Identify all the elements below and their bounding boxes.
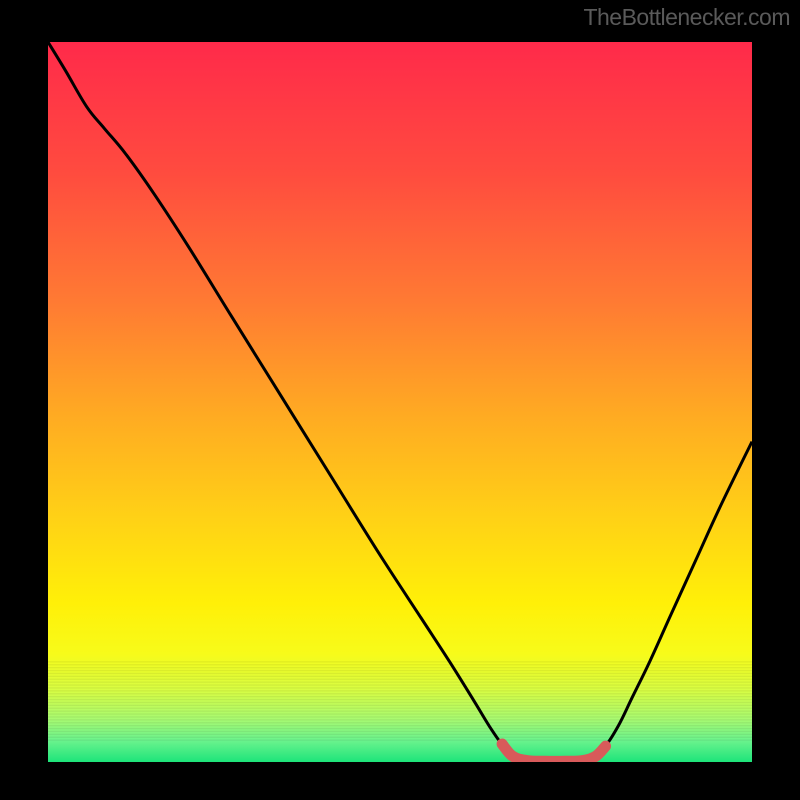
chart-svg (0, 0, 800, 800)
plot-background (48, 42, 752, 762)
attribution-label: TheBottlenecker.com (583, 4, 790, 31)
chart-stage: TheBottlenecker.com (0, 0, 800, 800)
